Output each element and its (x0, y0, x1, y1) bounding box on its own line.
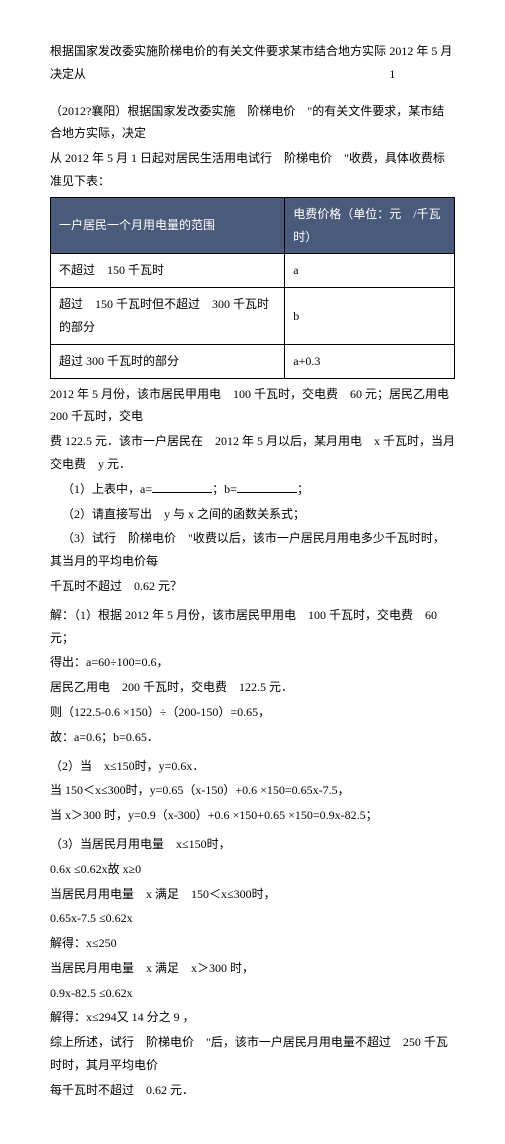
ans2-l2: 当 150＜x≤300时，y=0.65（x-150）+0.6 ×150=0.65… (50, 779, 455, 802)
ans3-l7: 0.9x-82.5 ≤0.62x (50, 982, 455, 1005)
ans1-l4: 则（122.5-0.6 ×150）÷（200-150）=0.65， (50, 701, 455, 724)
ans1-l3: 居民乙用电 200 千瓦时，交电费 122.5 元． (50, 676, 455, 699)
answer-1: 解：（1）根据 2012 年 5 月份，该市居民甲用电 100 千瓦时，交电费 … (50, 604, 455, 749)
ans2-l1: （2）当 x≤150时，y=0.6x． (50, 755, 455, 778)
ans3-l4: 0.65x-7.5 ≤0.62x (50, 907, 455, 930)
ans3-l5: 解得：x≤250 (50, 932, 455, 955)
ans2-l3: 当 x＞300 时，y=0.9（x-300）+0.6 ×150+0.65 ×15… (50, 804, 455, 827)
header-left: 根据国家发改委实施阶梯电价的有关文件要求某市结合地方实际决定从 (50, 40, 389, 86)
ans1-l5: 故：a=0.6；b=0.65． (50, 726, 455, 749)
table-r1c1: 不超过 150 千瓦时 (51, 254, 285, 288)
question-3a: （3）试行 阶梯电价 "收费以后，该市一户居民月用电多少千瓦时时，其当月的平均电… (50, 527, 455, 573)
blank-b (237, 480, 297, 493)
table-r3c2: a+0.3 (285, 344, 455, 378)
ans1-l2: 得出：a=60÷100=0.6， (50, 651, 455, 674)
q1-c: ； (297, 482, 309, 496)
answer-2: （2）当 x≤150时，y=0.6x． 当 150＜x≤300时，y=0.65（… (50, 755, 455, 827)
table-header-2: 电费价格（单位：元 /千瓦时） (285, 197, 455, 254)
question-3b: 千瓦时不超过 0.62 元？ (50, 575, 455, 598)
body1-l1: 2012 年 5 月份，该市居民甲用电 100 千瓦时，交电费 60 元；居民乙… (50, 383, 455, 429)
body1-l2: 费 122.5 元．该市一户居民在 2012 年 5 月以后，某月用电 x 千瓦… (50, 430, 455, 476)
table-r1c2: a (285, 254, 455, 288)
ans1-l1: 解：（1）根据 2012 年 5 月份，该市居民甲用电 100 千瓦时，交电费 … (50, 604, 455, 650)
intro-line2: 从 2012 年 5 月 1 日起对居民生活用电试行 阶梯电价 "收费，具体收费… (50, 147, 455, 193)
q1-a: （1）上表中，a= (62, 482, 152, 496)
ans3-l9: 综上所述，试行 阶梯电价 "后，该市一户居民月用电量不超过 250 千瓦时时，其… (50, 1031, 455, 1077)
q1-b: ；b= (212, 482, 237, 496)
page-header: 根据国家发改委实施阶梯电价的有关文件要求某市结合地方实际决定从 2012 年 5… (50, 40, 455, 86)
ans3-l1: （3）当居民月用电量 x≤150时， (50, 833, 455, 856)
ans3-l3: 当居民月用电量 x 满足 150＜x≤300时， (50, 883, 455, 906)
question-2: （2）请直接写出 y 与 x 之间的函数关系式； (50, 503, 455, 526)
answer-3: （3）当居民月用电量 x≤150时， 0.6x ≤0.62x故 x≥0 当居民月… (50, 833, 455, 1102)
ans3-l10: 每千瓦时不超过 0.62 元． (50, 1079, 455, 1102)
header-right: 2012 年 5 月 1 (389, 40, 455, 86)
price-table: 一户居民一个月用电量的范围 电费价格（单位：元 /千瓦时） 不超过 150 千瓦… (50, 197, 455, 379)
ans3-l2: 0.6x ≤0.62x故 x≥0 (50, 858, 455, 881)
ans3-l6: 当居民月用电量 x 满足 x＞300 时， (50, 957, 455, 980)
table-r2c2: b (285, 288, 455, 345)
table-r3c1: 超过 300 千瓦时的部分 (51, 344, 285, 378)
ans3-l8: 解得：x≤294又 14 分之 9 ， (50, 1006, 455, 1029)
intro-line1: （2012?襄阳）根据国家发改委实施 阶梯电价 "的有关文件要求，某市结合地方实… (50, 100, 455, 146)
question-1: （1）上表中，a= ；b= ； (50, 478, 455, 501)
blank-a (152, 480, 212, 493)
table-header-1: 一户居民一个月用电量的范围 (51, 197, 285, 254)
table-r2c1: 超过 150 千瓦时但不超过 300 千瓦时的部分 (51, 288, 285, 345)
